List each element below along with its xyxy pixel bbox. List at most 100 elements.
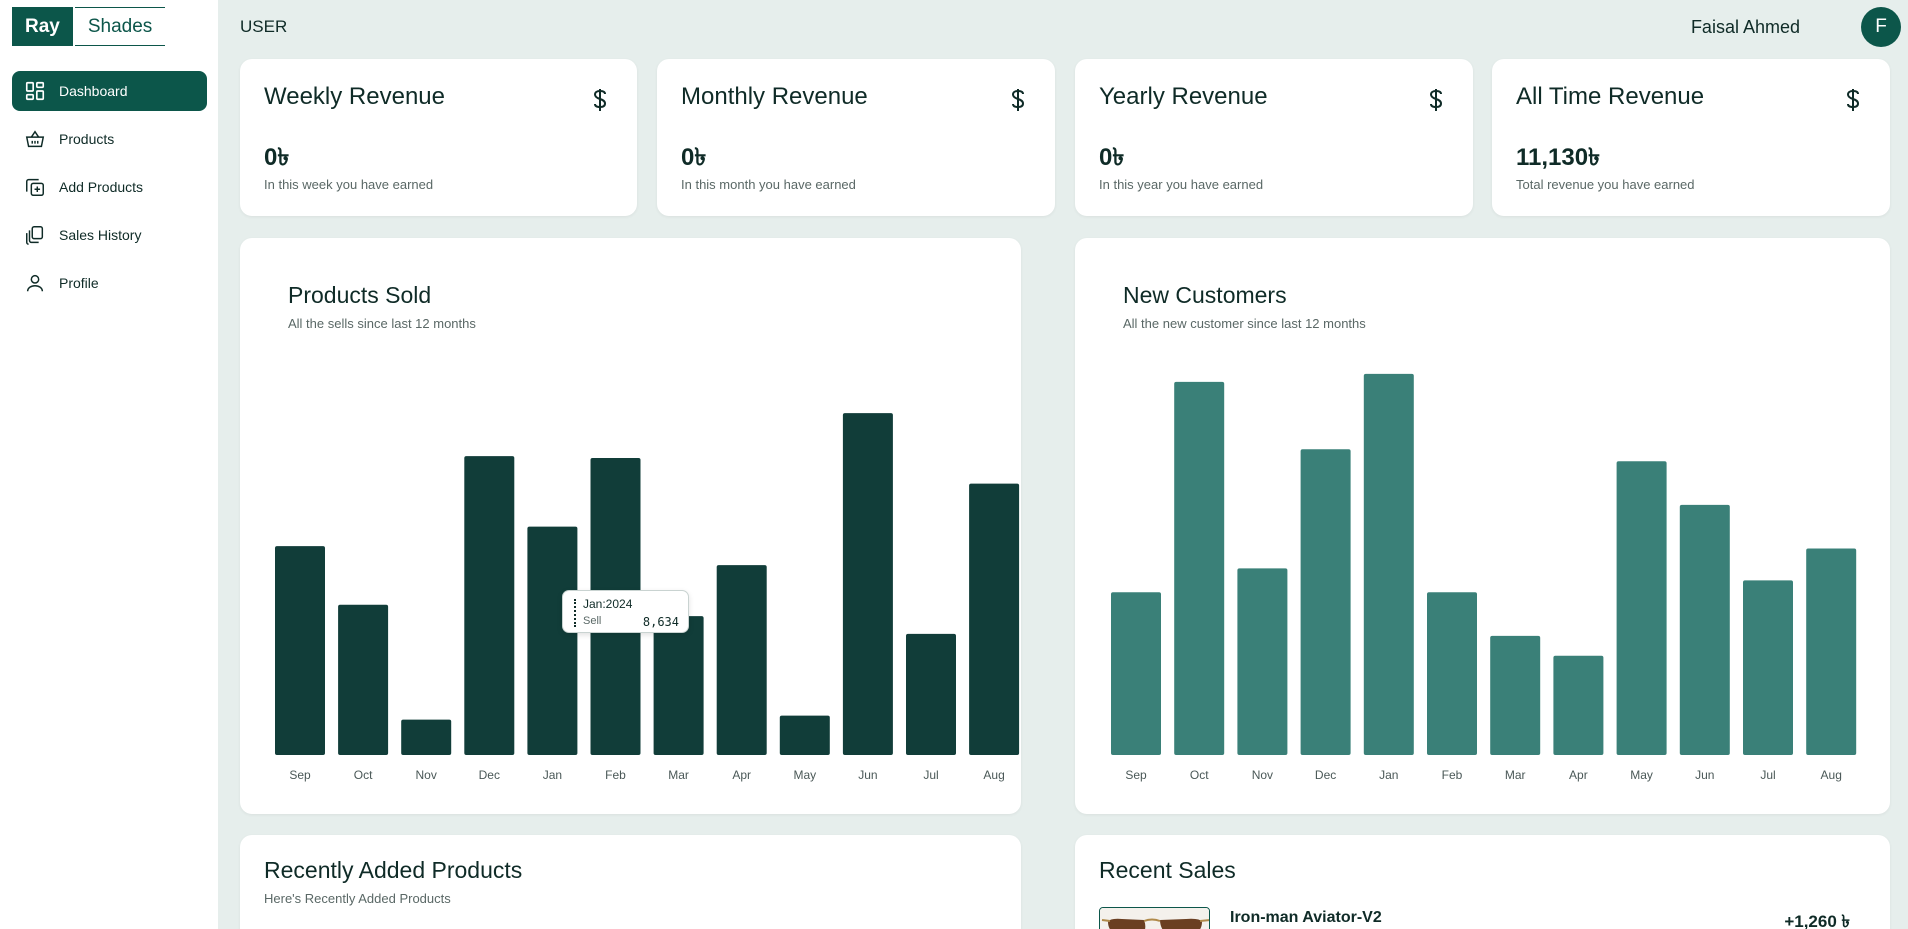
- sidebar-item-label: Sales History: [59, 227, 142, 243]
- sidebar-item-label: Add Products: [59, 179, 144, 195]
- basket-icon: [24, 128, 46, 150]
- x-tick-label: Dec: [479, 768, 500, 782]
- tooltip-indicator: [574, 599, 576, 627]
- x-tick-label: Sep: [289, 768, 311, 782]
- brand-part2: Shades: [74, 7, 166, 46]
- x-tick-label: Jan: [1379, 768, 1398, 782]
- stat-subtitle: Total revenue you have earned: [1516, 177, 1695, 192]
- x-tick-label: Jun: [1695, 768, 1714, 782]
- x-tick-label: Feb: [605, 768, 626, 782]
- stat-card-yearly: Yearly Revenue 0৳ In this year you have …: [1075, 59, 1473, 216]
- sidebar-item-label: Products: [59, 131, 115, 147]
- recent-products-card: Recently Added Products Here's Recently …: [240, 835, 1021, 929]
- products-sold-chart: Sep Oct Nov Dec Jan Feb Mar Apr May Jun Jul Aug: [275, 413, 1020, 782]
- dollar-icon: [1011, 89, 1025, 111]
- x-tick-label: Dec: [1315, 768, 1336, 782]
- bar-dec[interactable]: [464, 456, 515, 755]
- sale-product-name[interactable]: Iron-man Aviator-V2: [1230, 909, 1382, 926]
- stat-subtitle: In this month you have earned: [681, 177, 856, 192]
- bar-oct[interactable]: [1174, 381, 1225, 755]
- brand-part1: Ray: [12, 7, 73, 46]
- sidebar-nav: Dashboard Products Add Products Sales Hi…: [12, 71, 207, 311]
- x-tick-label: Feb: [1442, 768, 1463, 782]
- x-tick-label: Apr: [732, 768, 751, 782]
- sidebar-item-sales-history[interactable]: Sales History: [12, 215, 207, 255]
- stat-card-monthly: Monthly Revenue 0৳ In this month you hav…: [657, 59, 1055, 216]
- bar-mar[interactable]: [1490, 635, 1541, 755]
- x-tick-label: Mar: [668, 768, 689, 782]
- bar-nov[interactable]: [1237, 568, 1288, 755]
- tooltip-label: Sell: [583, 615, 602, 627]
- x-tick-label: May: [793, 768, 816, 782]
- stat-title: Weekly Revenue: [264, 83, 445, 110]
- bar-jan[interactable]: [1363, 373, 1414, 755]
- bar-jul[interactable]: [1743, 580, 1793, 755]
- bar-feb[interactable]: [1427, 592, 1477, 755]
- x-tick-label: May: [1630, 768, 1653, 782]
- stat-value: 0৳: [681, 144, 707, 171]
- user-name[interactable]: Faisal Ahmed: [1690, 17, 1800, 37]
- x-tick-label: Jul: [923, 768, 938, 782]
- dollar-icon: [1429, 89, 1443, 111]
- x-tick-label: Jun: [858, 768, 877, 782]
- bar-jun[interactable]: [842, 413, 893, 755]
- section-subtitle: Here's Recently Added Products: [264, 891, 451, 906]
- stat-value: 0৳: [264, 144, 290, 171]
- bar-aug[interactable]: [969, 483, 1020, 755]
- sidebar-item-add-products[interactable]: Add Products: [12, 167, 207, 207]
- chart-subtitle: All the sells since last 12 months: [288, 316, 476, 331]
- stat-card-all-time: All Time Revenue 11,130৳ Total revenue y…: [1492, 59, 1890, 216]
- stat-value: 0৳: [1099, 144, 1125, 171]
- sidebar-item-products[interactable]: Products: [12, 119, 207, 159]
- x-tick-label: Nov: [416, 768, 437, 782]
- bar-sep[interactable]: [1111, 592, 1161, 755]
- x-tick-label: Aug: [1821, 768, 1842, 782]
- stat-value: 11,130৳: [1516, 144, 1601, 171]
- recent-sales-card: Recent Sales Iron-man Aviator-V2 +1,260 …: [1075, 835, 1890, 929]
- chart-title: New Customers: [1123, 282, 1287, 308]
- user-icon: [24, 272, 46, 294]
- section-title: Recent Sales: [1099, 857, 1236, 883]
- bar-mar[interactable]: [653, 616, 704, 755]
- sidebar-item-label: Dashboard: [59, 83, 128, 99]
- bar-sep[interactable]: [275, 546, 325, 755]
- bar-jun[interactable]: [1679, 504, 1730, 755]
- bar-oct[interactable]: [338, 604, 389, 755]
- bar-dec[interactable]: [1300, 449, 1351, 755]
- stat-title: Monthly Revenue: [681, 83, 868, 110]
- section-title: Recently Added Products: [264, 857, 523, 883]
- x-tick-label: Apr: [1569, 768, 1588, 782]
- x-tick-label: Oct: [354, 768, 373, 782]
- stat-title: Yearly Revenue: [1099, 83, 1268, 110]
- x-tick-label: Sep: [1125, 768, 1147, 782]
- new-customers-card: New Customers All the new customer since…: [1075, 238, 1890, 814]
- x-tick-label: Aug: [983, 768, 1004, 782]
- sunglasses-image[interactable]: [1099, 907, 1210, 929]
- bar-jul[interactable]: [906, 633, 956, 755]
- avatar[interactable]: F: [1861, 7, 1901, 47]
- stat-subtitle: In this year you have earned: [1099, 177, 1264, 192]
- chart-tooltip: Jan:2024 Sell 8,634: [562, 590, 689, 633]
- tooltip-value: 8,634: [642, 615, 679, 629]
- bar-apr[interactable]: [1553, 655, 1604, 755]
- sidebar-item-dashboard[interactable]: Dashboard: [12, 71, 207, 111]
- brand-logo[interactable]: Ray Shades: [12, 7, 166, 46]
- tooltip-date: Jan:2024: [583, 597, 633, 611]
- dollar-icon: [593, 89, 607, 111]
- dollar-icon: [1846, 89, 1860, 111]
- bar-may[interactable]: [1616, 461, 1667, 755]
- bar-nov[interactable]: [401, 719, 452, 755]
- x-tick-label: Mar: [1505, 768, 1526, 782]
- bar-apr[interactable]: [716, 565, 767, 755]
- sidebar-item-profile[interactable]: Profile: [12, 263, 207, 303]
- sidebar: Ray Shades Dashboard Products Add Produc…: [0, 0, 218, 929]
- stat-subtitle: In this week you have earned: [264, 177, 434, 192]
- new-customers-chart: Sep Oct Nov Dec Jan Feb Mar Apr May Jun Jul Aug: [1111, 373, 1857, 782]
- products-sold-card: Products Sold All the sells since last 1…: [240, 238, 1021, 814]
- bar-jan[interactable]: [527, 526, 578, 755]
- sidebar-item-label: Profile: [59, 275, 99, 291]
- bar-aug[interactable]: [1806, 548, 1857, 755]
- stat-title: All Time Revenue: [1516, 83, 1705, 110]
- stat-card-weekly: Weekly Revenue 0৳ In this week you have …: [240, 59, 637, 216]
- bar-may[interactable]: [779, 715, 830, 755]
